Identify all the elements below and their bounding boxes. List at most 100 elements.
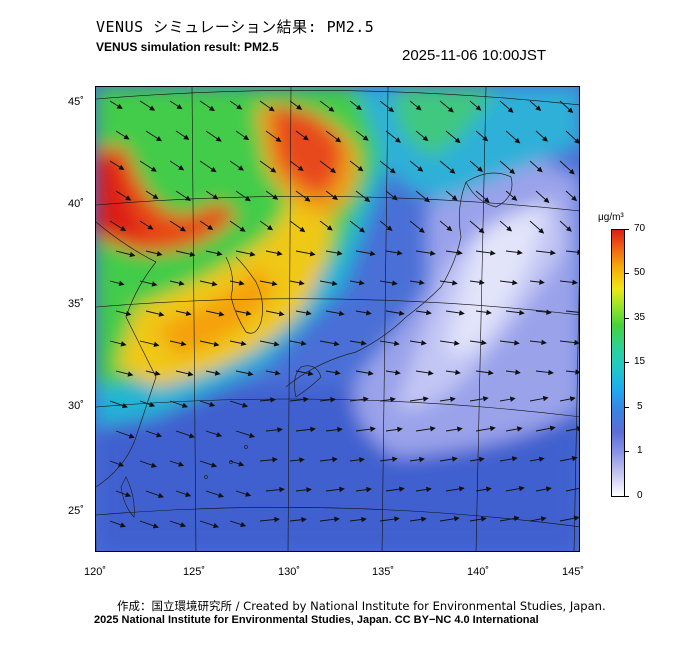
wind-vector-head [398, 310, 405, 316]
wind-vector-head [550, 249, 556, 256]
wind-vector-head [127, 371, 134, 377]
wind-vector-head [417, 166, 424, 172]
wind-vector-head [393, 340, 400, 347]
credit-line: 作成：国立環境研究所 / Created by National Institu… [117, 599, 606, 613]
lat-label-45: 45˚ [68, 96, 84, 108]
wind-vector-head [237, 165, 244, 171]
wind-vector-head [478, 227, 485, 234]
wind-vector-head [150, 166, 157, 172]
wind-vector-head [218, 492, 225, 498]
wind-vector-head [278, 310, 285, 317]
wind-vector-head [268, 106, 275, 112]
wind-vector-head [394, 137, 401, 143]
wind-vector-head [574, 138, 579, 144]
wind-vector-head [545, 486, 552, 492]
wind-vector-head [330, 167, 337, 173]
wind-vector-head [543, 197, 550, 204]
wind-vector-head [516, 426, 523, 432]
colorbar-tick-5: 5 [637, 401, 643, 412]
wind-vector-head [299, 226, 306, 233]
wind-vector-head [151, 281, 158, 287]
wind-vector-head [238, 461, 245, 467]
wind-vector-head [157, 492, 164, 499]
wind-vector-head [187, 371, 194, 377]
wind-vector-head [120, 341, 127, 347]
wind-vector-head [215, 136, 222, 142]
wind-vector-head [156, 432, 163, 438]
wind-vector-head [123, 134, 130, 140]
wind-vector-head [542, 136, 548, 142]
wind-vector-head [567, 107, 574, 114]
wind-vector-head [419, 279, 425, 286]
wind-vector-head [155, 136, 162, 142]
colorbar-tick-35: 35 [634, 312, 646, 323]
wind-vector-head [213, 341, 220, 347]
pm25-map [95, 86, 580, 552]
wind-vector-head [129, 251, 136, 258]
wind-vector-head [396, 250, 403, 256]
wind-vector-head [358, 279, 365, 286]
lon-label-145: 145˚ [562, 566, 585, 578]
wind-vector-head [272, 194, 279, 200]
wind-vector-head [515, 369, 521, 375]
wind-vector-head [453, 516, 460, 522]
wind-vector-head [156, 251, 163, 257]
wind-vector-head [542, 395, 549, 402]
wind-vector-head [576, 426, 579, 432]
wind-vector-head [420, 340, 427, 346]
wind-vector-head [458, 486, 465, 492]
wind-vector-head [147, 224, 154, 230]
wind-vector-head [209, 401, 216, 407]
wind-vector-head [455, 369, 461, 376]
wind-vector-head [490, 250, 496, 256]
wind-vector-head [245, 491, 252, 497]
wind-vector-head [310, 426, 316, 433]
wind-vector-head [307, 370, 314, 377]
wind-vector-head [390, 396, 396, 403]
wind-vector-head [277, 427, 283, 433]
wind-vector-head [216, 250, 223, 257]
wind-vector-head [240, 521, 247, 528]
wind-vector-head [334, 370, 341, 376]
wind-vector-head [449, 396, 456, 403]
wind-vector-head [571, 455, 578, 462]
wind-vector-head [184, 195, 192, 201]
wind-vector-head [512, 279, 518, 286]
wind-vector-head [388, 106, 395, 113]
wind-vector-head [332, 456, 338, 463]
wind-vector-head [572, 279, 578, 286]
wind-vector-head [207, 224, 214, 230]
wind-vector-head [574, 339, 579, 346]
wind-vector-head [386, 225, 393, 231]
wind-vector-head [331, 280, 338, 286]
wind-vector-head [538, 227, 545, 234]
wind-vector-head [239, 226, 246, 232]
wind-vector-head [125, 310, 132, 317]
lon-label-125: 125˚ [183, 566, 206, 578]
wind-vector-head [451, 456, 458, 462]
wind-vector-head [509, 396, 516, 402]
wind-vector-head [279, 486, 285, 493]
wind-vector-head [424, 196, 430, 203]
wind-vector-head [273, 341, 280, 347]
wind-vector-head [240, 340, 247, 347]
forecast-timestamp: 2025-11-06 10:00JST [402, 47, 546, 64]
wind-vector-head [394, 516, 400, 522]
map-title-japanese: VENUS シミュレーション結果: PM2.5 [96, 18, 375, 36]
wind-vector-head [513, 515, 520, 522]
wind-vector-head [118, 164, 125, 170]
wind-vector-head [369, 250, 376, 257]
wind-vector-head [297, 165, 304, 172]
wind-vector-head [367, 370, 374, 376]
wind-vector-head [565, 226, 572, 232]
wind-vector-head [477, 166, 483, 173]
wind-vector-head [330, 397, 336, 403]
wind-vector-head [475, 105, 482, 111]
wind-vector-head [370, 426, 376, 432]
lon-label-140: 140˚ [467, 566, 490, 578]
wind-vector-head [298, 280, 305, 286]
wind-vector-head [212, 194, 219, 200]
wind-vector-head [236, 104, 243, 110]
wind-vector-head [365, 310, 372, 316]
wind-vector-head [152, 193, 159, 200]
